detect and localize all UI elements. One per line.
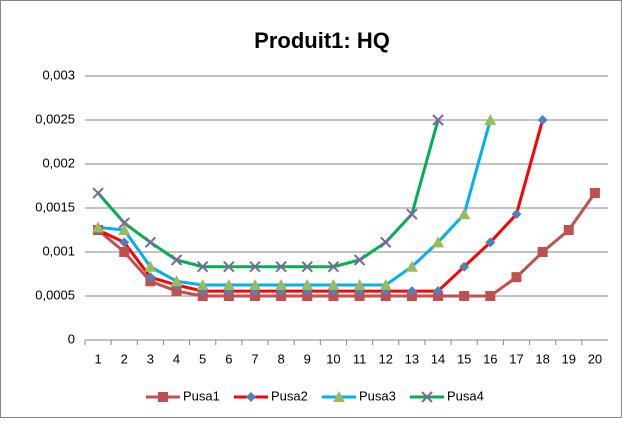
marker bbox=[248, 279, 261, 290]
x-tick-label: 10 bbox=[326, 351, 340, 366]
marker bbox=[589, 188, 600, 199]
marker bbox=[196, 279, 209, 290]
x-tick-label: 7 bbox=[251, 351, 258, 366]
chart-title: Produit1: HQ bbox=[254, 28, 390, 53]
marker bbox=[249, 260, 261, 273]
x-tick-label: 18 bbox=[535, 351, 549, 366]
marker bbox=[563, 225, 574, 235]
y-tick-label: 0,001 bbox=[42, 243, 75, 258]
marker bbox=[327, 260, 340, 273]
marker bbox=[301, 260, 313, 273]
series-line bbox=[97, 119, 492, 287]
marker bbox=[537, 247, 548, 257]
x-tick-label: 1 bbox=[94, 351, 101, 366]
marker bbox=[119, 237, 130, 248]
marker bbox=[432, 114, 444, 126]
x-tick-label: 11 bbox=[353, 351, 367, 366]
marker bbox=[223, 260, 235, 273]
marker bbox=[144, 236, 157, 249]
x-tick-label: 8 bbox=[278, 351, 285, 366]
marker bbox=[459, 261, 470, 272]
marker bbox=[327, 279, 340, 290]
legend-marker bbox=[333, 391, 345, 402]
marker bbox=[170, 254, 183, 266]
marker bbox=[511, 209, 522, 220]
marker bbox=[511, 272, 522, 283]
legend-label: Pusa3 bbox=[359, 388, 396, 403]
x-tick-label: 2 bbox=[121, 351, 128, 366]
legend-marker bbox=[421, 391, 433, 403]
marker bbox=[118, 217, 130, 229]
legend-label: Pusa4 bbox=[447, 388, 484, 403]
marker bbox=[380, 236, 392, 249]
x-tick-label: 20 bbox=[588, 351, 602, 366]
marker bbox=[92, 187, 104, 199]
x-tick-label: 16 bbox=[483, 351, 497, 366]
marker bbox=[275, 260, 287, 273]
x-tick-label: 14 bbox=[431, 351, 445, 366]
x-tick-label: 5 bbox=[199, 351, 206, 366]
marker bbox=[353, 279, 366, 290]
x-tick-label: 13 bbox=[405, 351, 419, 366]
marker bbox=[196, 260, 209, 273]
x-tick-label: 19 bbox=[562, 351, 576, 366]
marker bbox=[485, 237, 496, 248]
x-tick-label: 17 bbox=[509, 351, 523, 366]
marker bbox=[406, 208, 418, 220]
marker bbox=[458, 208, 471, 220]
marker bbox=[275, 279, 288, 290]
y-tick-label: 0,003 bbox=[42, 67, 75, 82]
marker bbox=[222, 279, 235, 290]
marker bbox=[144, 260, 157, 272]
y-tick-label: 0,002 bbox=[42, 155, 75, 170]
marker bbox=[171, 286, 182, 297]
marker bbox=[145, 272, 156, 283]
legend-marker bbox=[158, 392, 168, 402]
x-tick-label: 3 bbox=[147, 351, 154, 366]
marker bbox=[433, 286, 444, 297]
marker bbox=[484, 114, 497, 125]
x-tick-label: 9 bbox=[304, 351, 311, 366]
marker bbox=[92, 221, 105, 233]
x-tick-label: 4 bbox=[173, 351, 180, 366]
marker bbox=[459, 291, 470, 301]
y-tick-label: 0 bbox=[68, 331, 75, 346]
legend-label: Pusa1 bbox=[183, 388, 220, 403]
legend-marker bbox=[246, 392, 256, 402]
marker bbox=[406, 286, 417, 297]
marker bbox=[537, 115, 548, 125]
marker bbox=[405, 260, 418, 272]
x-tick-label: 12 bbox=[378, 351, 392, 366]
marker bbox=[118, 224, 131, 235]
marker bbox=[485, 291, 496, 301]
y-tick-label: 0,0005 bbox=[35, 287, 75, 302]
y-tick-label: 0,0015 bbox=[35, 199, 75, 214]
x-tick-label: 6 bbox=[225, 351, 232, 366]
marker bbox=[379, 279, 392, 290]
legend-label: Pusa2 bbox=[271, 388, 308, 403]
marker bbox=[432, 236, 445, 248]
marker bbox=[170, 275, 183, 287]
marker bbox=[119, 247, 130, 257]
x-tick-label: 15 bbox=[457, 351, 471, 366]
marker bbox=[301, 279, 314, 290]
marker bbox=[353, 254, 366, 266]
y-tick-label: 0,0025 bbox=[35, 111, 75, 126]
